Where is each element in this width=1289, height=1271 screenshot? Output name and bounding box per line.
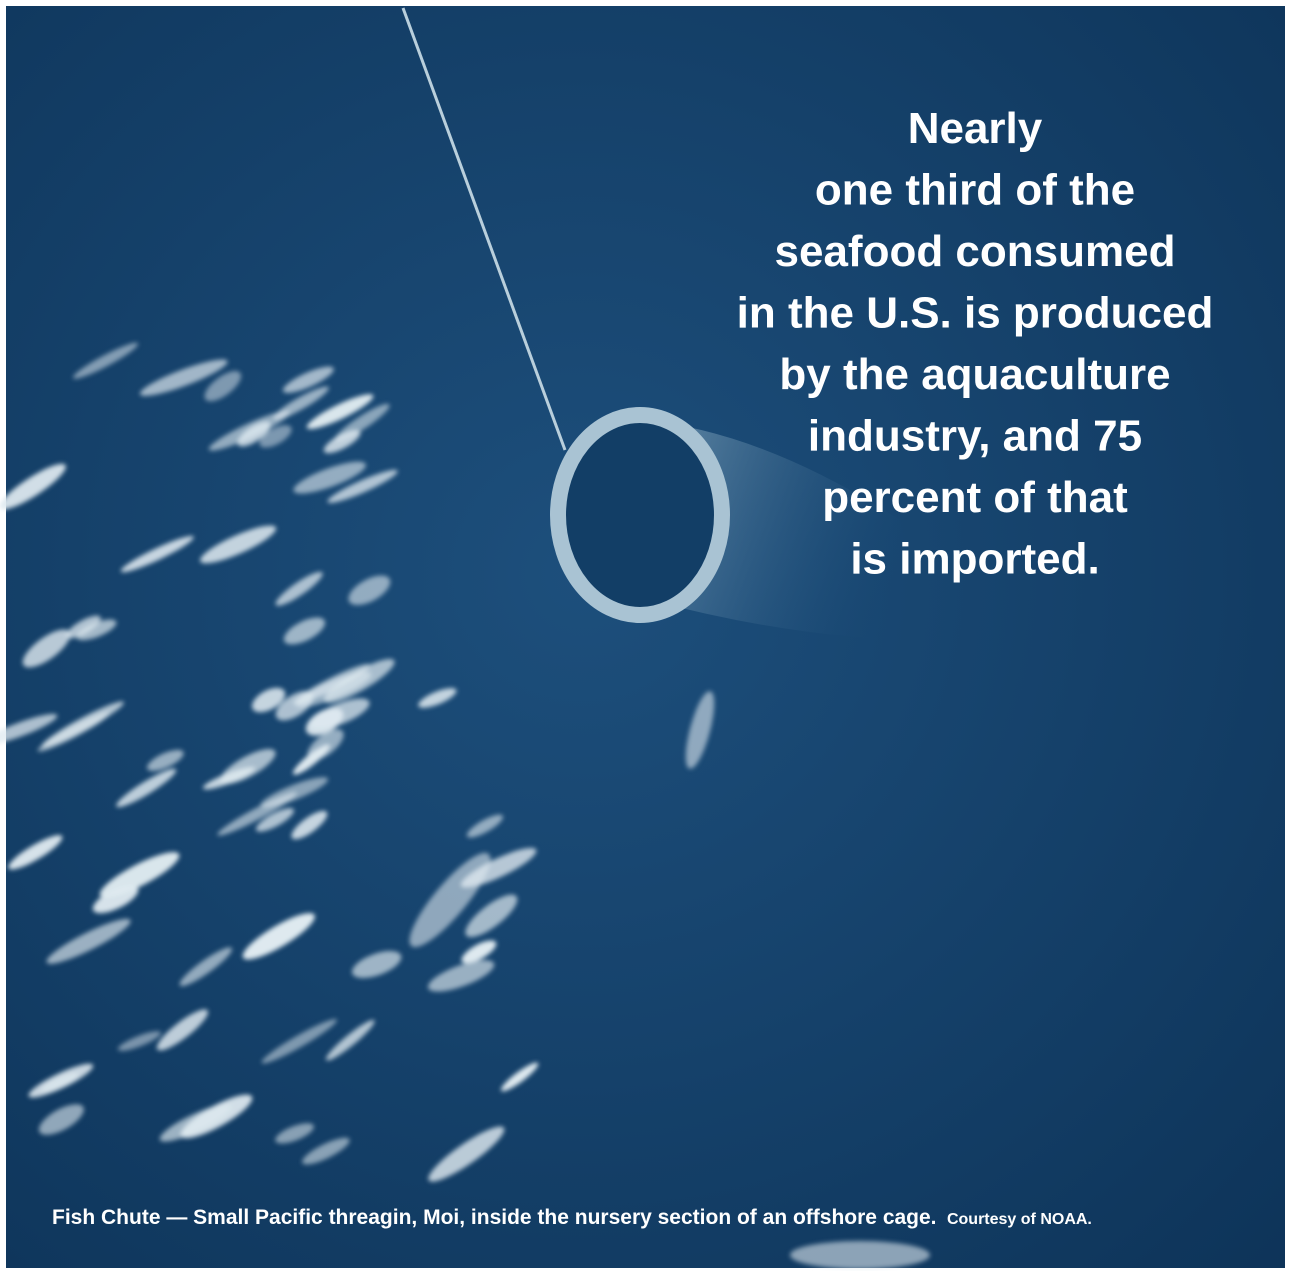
fish: [461, 940, 497, 964]
fish: [204, 371, 242, 402]
water-background: [6, 6, 1285, 1268]
fish: [261, 1019, 337, 1064]
fish: [293, 664, 370, 705]
quote-line: industry, and 75: [808, 412, 1142, 461]
quote: Nearly one third of the seafood consumed in…: [737, 104, 1214, 584]
quote-line: one third of the: [815, 166, 1135, 215]
fish: [428, 1126, 505, 1182]
fish: [46, 918, 131, 964]
fish: [282, 366, 334, 393]
fish: [306, 394, 374, 430]
fish: [179, 947, 233, 987]
fish: [275, 571, 323, 606]
fish: [500, 1062, 539, 1092]
fish: [66, 615, 101, 639]
fish: [260, 777, 329, 808]
fish: [156, 1009, 209, 1051]
fish: [283, 617, 326, 645]
fish: [0, 463, 66, 510]
fish: [351, 951, 402, 979]
fish: [310, 698, 370, 730]
fish: [327, 469, 398, 503]
fish: [323, 429, 361, 454]
fish: [202, 766, 256, 790]
fish: [38, 1104, 84, 1135]
fish: [208, 410, 291, 451]
fish: [323, 659, 395, 703]
fish: [251, 687, 286, 713]
fish: [37, 712, 110, 752]
fish: [790, 1241, 930, 1269]
fish: [147, 749, 184, 771]
caption-credit: Courtesy of NOAA.: [947, 1211, 1092, 1228]
fish: [273, 386, 329, 420]
caption: Fish Chute — Small Pacific threagin, Moi…: [52, 1206, 1092, 1229]
fish: [0, 714, 58, 745]
fish: [409, 852, 491, 948]
quote-line: percent of that: [822, 473, 1128, 522]
quote-line: by the aquaculture: [779, 350, 1170, 399]
fish: [259, 425, 292, 448]
fish: [302, 1137, 350, 1165]
fish: [200, 525, 277, 564]
fish: [99, 852, 180, 898]
rope: [401, 7, 567, 451]
fish: [325, 1019, 375, 1061]
fish-school: [0, 342, 930, 1269]
fish: [73, 342, 139, 379]
fish: [22, 629, 71, 668]
chute-mouth: [550, 407, 730, 623]
quote-line: in the U.S. is produced: [737, 289, 1214, 338]
fish: [76, 619, 117, 641]
fish: [139, 359, 228, 396]
fish: [466, 814, 504, 838]
fish: [291, 810, 328, 840]
fish: [116, 768, 177, 808]
quote-line: Nearly: [908, 104, 1043, 153]
quote-line: is imported.: [850, 535, 1099, 584]
fish: [255, 808, 295, 832]
fish: [418, 688, 457, 708]
fish: [8, 835, 63, 870]
fish: [117, 1031, 162, 1051]
caption-text: Fish Chute — Small Pacific threagin, Moi…: [52, 1206, 937, 1229]
quote-line: seafood consumed: [775, 227, 1176, 276]
fish: [293, 461, 366, 494]
fish: [428, 960, 495, 992]
fish: [180, 1094, 253, 1139]
fish: [41, 1072, 80, 1093]
fish: [307, 729, 344, 761]
fish: [685, 691, 715, 769]
fish: [275, 1123, 315, 1144]
fish: [242, 913, 315, 960]
fish: [348, 575, 391, 605]
fish: [120, 536, 194, 573]
fish: [465, 894, 518, 938]
